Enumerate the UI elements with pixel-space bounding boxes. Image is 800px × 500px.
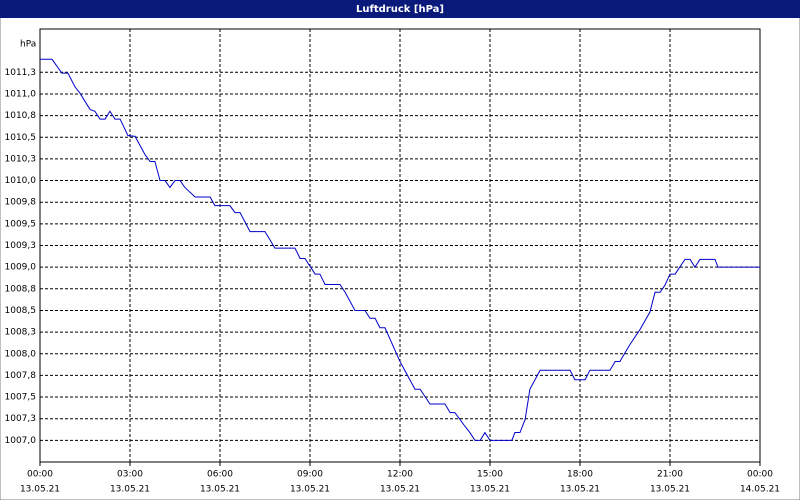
y-tick-label: 1008,8 (5, 284, 37, 294)
chart-title: Luftdruck [hPa] (356, 4, 444, 15)
x-tick-date: 13.05.21 (650, 485, 690, 495)
x-tick-date: 13.05.21 (200, 485, 240, 495)
y-tick-label: 1007,0 (5, 436, 37, 446)
y-tick-label: 1009,3 (5, 241, 37, 251)
y-tick-label: 1010,8 (5, 111, 37, 121)
plot-frame (39, 28, 761, 463)
y-tick-label: 1007,3 (5, 414, 37, 424)
y-tick-label: 1007,5 (5, 393, 37, 403)
x-tick-label: 21:00 (657, 470, 683, 480)
x-tick-date: 14.05.21 (740, 485, 780, 495)
y-axis-label: hPa (20, 40, 36, 50)
y-tick-label: 1011,3 (5, 68, 37, 78)
x-tick-label: 06:00 (207, 470, 233, 480)
y-tick-label: 1010,0 (5, 176, 37, 186)
x-tick-date: 13.05.21 (380, 485, 420, 495)
y-tick-label: 1009,5 (5, 219, 37, 229)
x-tick-date: 13.05.21 (470, 485, 510, 495)
title-bar (0, 0, 800, 18)
x-tick-date: 13.05.21 (290, 485, 330, 495)
y-tick-label: 1011,0 (5, 89, 37, 99)
x-tick-date: 13.05.21 (110, 485, 150, 495)
x-tick-label: 00:00 (27, 470, 53, 480)
x-tick-date: 13.05.21 (20, 485, 60, 495)
y-tick-label: 1010,5 (5, 133, 37, 143)
y-tick-label: 1008,5 (5, 306, 37, 316)
x-tick-label: 18:00 (567, 470, 593, 480)
y-tick-label: 1008,0 (5, 349, 37, 359)
y-tick-label: 1009,0 (5, 263, 37, 273)
y-tick-label: 1007,8 (5, 371, 37, 381)
x-tick-label: 15:00 (477, 470, 503, 480)
y-tick-label: 1008,3 (5, 328, 37, 338)
y-tick-label: 1010,3 (5, 154, 37, 164)
x-tick-label: 09:00 (297, 470, 323, 480)
y-tick-label: 1009,8 (5, 198, 37, 208)
x-tick-label: 03:00 (117, 470, 143, 480)
line (40, 58, 760, 441)
x-tick-label: 00:00 (747, 470, 773, 480)
x-tick-date: 13.05.21 (560, 485, 600, 495)
x-tick-label: 12:00 (387, 470, 413, 480)
